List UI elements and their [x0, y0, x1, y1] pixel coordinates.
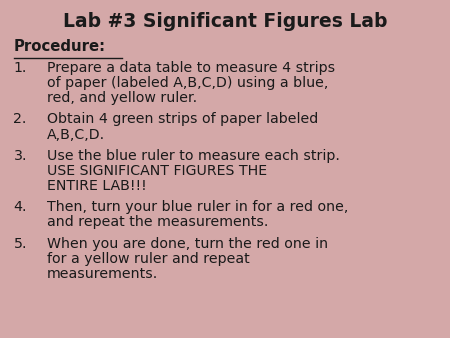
Text: and repeat the measurements.: and repeat the measurements. — [47, 216, 269, 230]
Text: Prepare a data table to measure 4 strips: Prepare a data table to measure 4 strips — [47, 61, 335, 75]
Text: When you are done, turn the red one in: When you are done, turn the red one in — [47, 237, 328, 251]
Text: for a yellow ruler and repeat: for a yellow ruler and repeat — [47, 252, 250, 266]
Text: 2.: 2. — [14, 113, 27, 126]
Text: Use the blue ruler to measure each strip.: Use the blue ruler to measure each strip… — [47, 149, 340, 163]
Text: ENTIRE LAB!!!: ENTIRE LAB!!! — [47, 179, 147, 193]
Text: A,B,C,D.: A,B,C,D. — [47, 127, 105, 142]
Text: red, and yellow ruler.: red, and yellow ruler. — [47, 91, 198, 105]
Text: Then, turn your blue ruler in for a red one,: Then, turn your blue ruler in for a red … — [47, 200, 349, 214]
Text: 3.: 3. — [14, 149, 27, 163]
Text: measurements.: measurements. — [47, 267, 158, 281]
Text: Lab #3 Significant Figures Lab: Lab #3 Significant Figures Lab — [63, 12, 387, 31]
Text: USE SIGNIFICANT FIGURES THE: USE SIGNIFICANT FIGURES THE — [47, 164, 267, 178]
Text: Procedure:: Procedure: — [14, 39, 105, 54]
Text: Obtain 4 green strips of paper labeled: Obtain 4 green strips of paper labeled — [47, 113, 319, 126]
Text: 1.: 1. — [14, 61, 27, 75]
Text: of paper (labeled A,B,C,D) using a blue,: of paper (labeled A,B,C,D) using a blue, — [47, 76, 328, 90]
Text: 5.: 5. — [14, 237, 27, 251]
Text: 4.: 4. — [14, 200, 27, 214]
